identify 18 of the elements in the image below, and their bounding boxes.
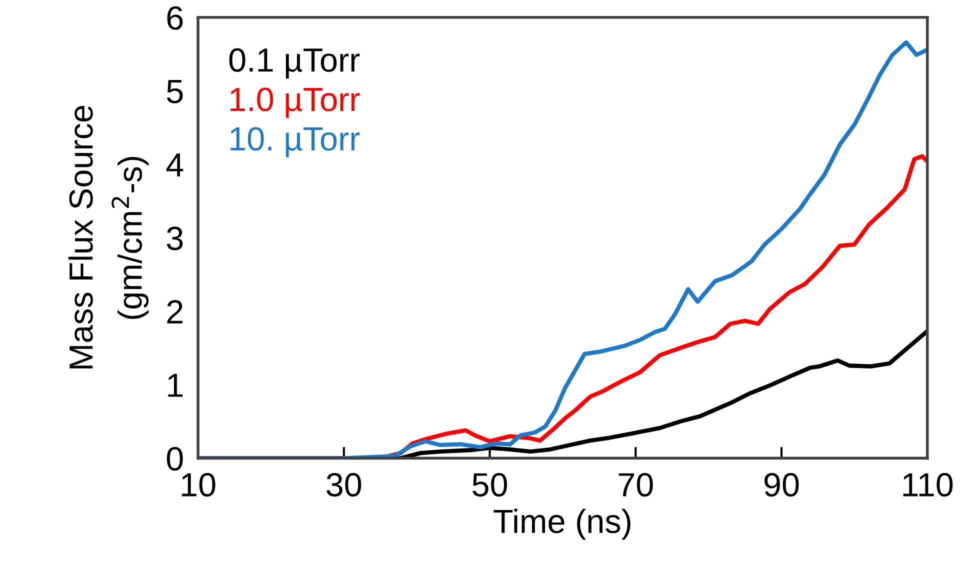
text: 1.0 µTorr	[230, 88, 360, 118]
text: 10. µTorr	[230, 127, 360, 158]
text: 0.1 µTorr	[229, 48, 360, 78]
y-tick-label: 2	[167, 300, 182, 324]
x-tick-label: 110	[903, 472, 953, 497]
x-tick-label: 90	[764, 472, 799, 497]
y-tick-label: 0	[166, 447, 183, 471]
x-axis-title: Time (ns)	[494, 508, 630, 540]
x-tick-label: 70	[618, 472, 653, 497]
y-tick-label: 5	[166, 80, 183, 104]
y-axis-title: Mass Flux Source (gm/cm$^{2}$-s)	[68, 106, 149, 368]
x-tick-label: 30	[326, 472, 362, 497]
y-tick-label: 4	[166, 153, 184, 176]
y-tick-label: 3	[166, 226, 183, 250]
x-tick-label: 10	[182, 472, 216, 497]
x-tick-label: 50	[472, 472, 507, 497]
y-tick-label: 1	[168, 374, 183, 397]
y-tick-label: 6	[167, 6, 183, 30]
